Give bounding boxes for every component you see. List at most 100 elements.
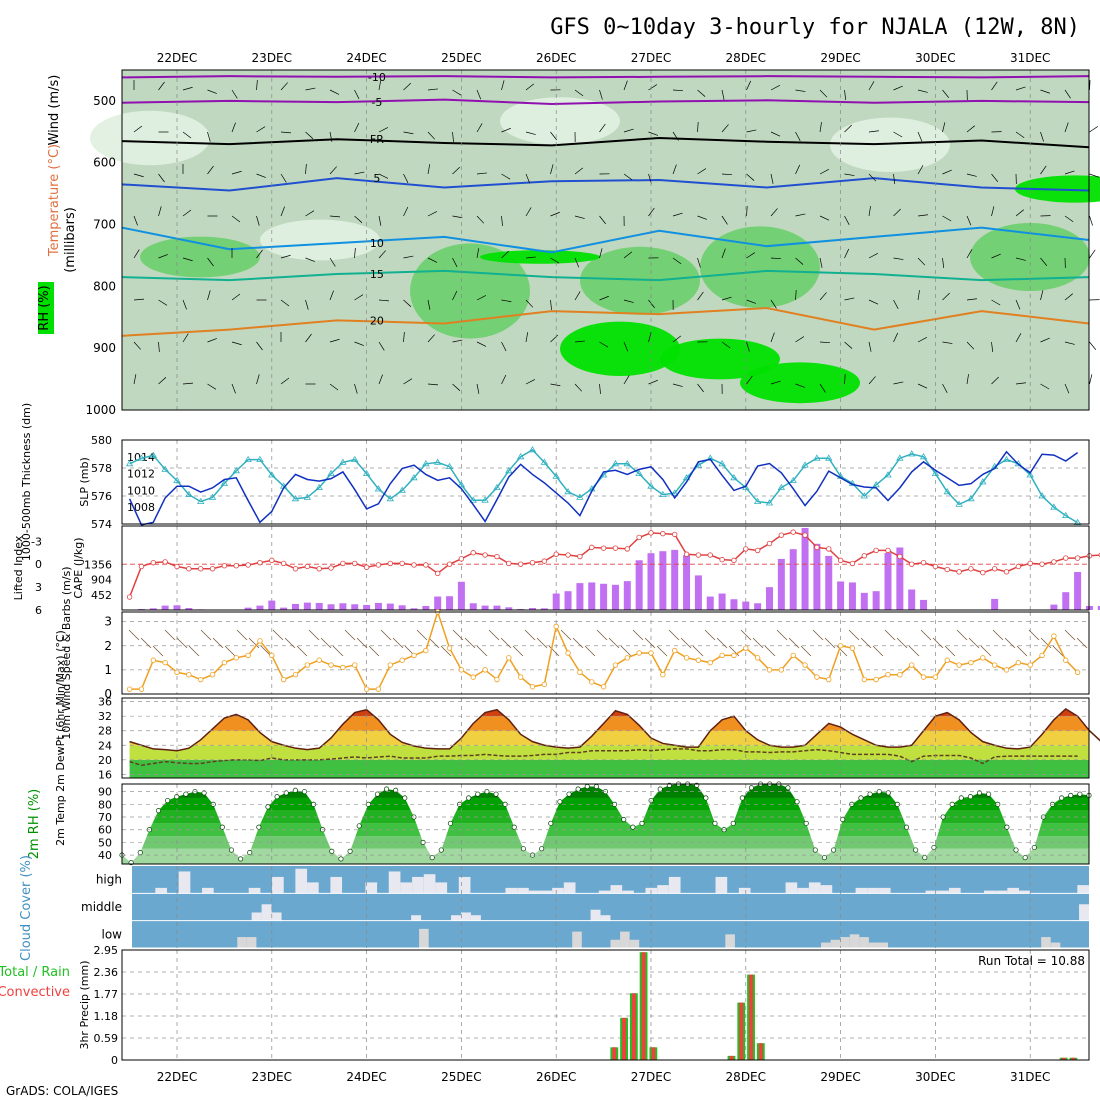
upper-wind-barb bbox=[770, 208, 778, 217]
cloud-bar-high bbox=[552, 887, 564, 894]
rh2m-marker bbox=[356, 823, 362, 829]
upper-wind-barb bbox=[795, 213, 806, 217]
cape-bar bbox=[777, 558, 785, 610]
upper-wind-barb bbox=[476, 172, 487, 175]
cape-bar bbox=[540, 608, 548, 610]
rh2m-marker bbox=[958, 795, 964, 801]
upper-wind-barb bbox=[256, 80, 258, 91]
temp-tick-20: 20 bbox=[98, 754, 112, 767]
cloud-bar-high bbox=[948, 887, 961, 894]
cloud-bar-middle bbox=[460, 912, 471, 921]
wind-speed-series-marker bbox=[446, 645, 453, 651]
lifted-index-series-marker bbox=[138, 563, 145, 570]
wind-speed-series-marker bbox=[683, 655, 690, 661]
footer-credit: GrADS: COLA/IGES bbox=[6, 1084, 118, 1098]
thickness-series-marker bbox=[137, 454, 146, 461]
cape-bar bbox=[837, 581, 845, 610]
slp-tick-1008: 1008 bbox=[127, 501, 155, 514]
cape-bar bbox=[789, 549, 797, 610]
rh2m-marker bbox=[949, 801, 955, 807]
rh2m-tick-80: 80 bbox=[98, 798, 112, 811]
rh2m-marker bbox=[1077, 791, 1083, 797]
lifted-index-series-marker bbox=[162, 559, 168, 565]
upper-wind-barb bbox=[623, 173, 633, 181]
thickness-series-marker bbox=[185, 490, 193, 497]
cloud-bar-low bbox=[629, 939, 640, 948]
surface-wind-barb bbox=[452, 629, 464, 641]
lifted-index-series-marker bbox=[1051, 559, 1057, 565]
upper-wind-barb bbox=[525, 379, 536, 385]
cloud-bar-middle bbox=[470, 915, 481, 921]
lifted-index-series-marker bbox=[1015, 563, 1022, 570]
upper-wind-barb bbox=[770, 299, 777, 309]
thickness-series-marker bbox=[386, 495, 395, 502]
lifted-index-series-marker bbox=[991, 566, 998, 572]
surface-wind-barb bbox=[704, 629, 716, 641]
rh2m-marker bbox=[520, 846, 526, 852]
wind-speed-series-marker bbox=[186, 672, 192, 678]
lifted-index-series-marker bbox=[316, 566, 322, 572]
upper-wind-barb bbox=[721, 248, 726, 259]
top-date-label-31DEC: 31DEC bbox=[1010, 51, 1050, 65]
upper-wind-barb bbox=[623, 341, 629, 352]
upper-wind-barb bbox=[746, 173, 755, 181]
cloud-bar-high bbox=[423, 874, 436, 894]
rh2m-marker bbox=[1022, 855, 1028, 861]
cloud-bar-high bbox=[435, 882, 448, 894]
rh2m-marker bbox=[301, 789, 308, 795]
cloud-bar-high bbox=[563, 882, 576, 894]
rh2m-marker bbox=[155, 808, 162, 814]
thickness-series-marker bbox=[955, 500, 963, 507]
isotherm-label--5: -5 bbox=[371, 96, 382, 109]
wind-speed-series-marker bbox=[600, 684, 607, 690]
thickness-series-marker bbox=[753, 497, 762, 504]
upper-wind-barb bbox=[672, 383, 683, 387]
surface-wind-barb bbox=[884, 629, 896, 641]
precip-convective-bar bbox=[1061, 1057, 1066, 1060]
precip-run-total: Run Total = 10.88 bbox=[978, 954, 1085, 968]
upper-wind-barb bbox=[182, 333, 189, 343]
lifted-index-series-marker bbox=[920, 559, 927, 566]
thickness-series-marker bbox=[682, 474, 691, 481]
upper-wind-barb bbox=[991, 253, 1001, 259]
top-date-label-27DEC: 27DEC bbox=[631, 51, 671, 65]
upper-wind-barb bbox=[966, 215, 972, 226]
lifted-index-series-marker bbox=[695, 552, 702, 558]
surface-wind-barb bbox=[1040, 637, 1052, 649]
bottom-date-label-26DEC: 26DEC bbox=[536, 1070, 576, 1084]
lifted-index-series-marker bbox=[1039, 561, 1045, 567]
surface-wind-barb bbox=[596, 629, 608, 641]
surface-wind-barb bbox=[980, 645, 992, 657]
precip-convective-bar bbox=[739, 1002, 744, 1060]
upper-wind-barb bbox=[427, 257, 438, 263]
upper-wind-barb bbox=[844, 297, 855, 301]
cape-bar bbox=[576, 583, 584, 610]
upper-wind-barb bbox=[770, 257, 782, 260]
lifted-index-series-marker bbox=[778, 532, 785, 538]
rh2m-marker bbox=[429, 855, 435, 861]
upper-air-frame bbox=[121, 69, 1090, 411]
lifted-index-series-marker bbox=[197, 566, 204, 572]
cloud-bar-high bbox=[983, 890, 996, 894]
upper-wind-barb bbox=[231, 170, 242, 175]
cape-bar bbox=[1062, 592, 1070, 610]
upper-wind-barb bbox=[819, 257, 823, 268]
precip-axis-label: 3hr Precip (mm) bbox=[78, 960, 91, 1049]
top-date-label-30DEC: 30DEC bbox=[915, 51, 955, 65]
upper-wind-barb bbox=[158, 254, 168, 259]
lifted-index-series-marker bbox=[1027, 560, 1033, 567]
upper-wind-barb bbox=[305, 164, 307, 175]
upper-wind-barb bbox=[599, 89, 603, 100]
rh2m-marker bbox=[165, 797, 171, 804]
isotherm-label-FR: FR bbox=[370, 133, 384, 146]
upper-wind-barb bbox=[452, 89, 462, 96]
upper-wind-barb bbox=[525, 207, 532, 217]
upper-wind-barb bbox=[1064, 293, 1073, 301]
cloud-bar-middle bbox=[1079, 904, 1089, 921]
upper-wind-barb bbox=[378, 80, 382, 91]
thickness-series-marker bbox=[339, 458, 347, 465]
upper-wind-barb bbox=[1089, 341, 1097, 350]
upper-wind-barb bbox=[574, 167, 584, 175]
upper-wind-barb bbox=[452, 383, 461, 391]
